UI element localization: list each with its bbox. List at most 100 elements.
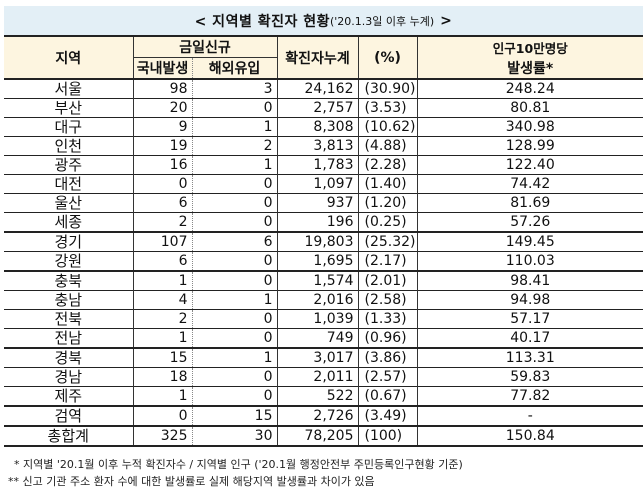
table-row: 대전 0 0 1,097 (1.40) 74.42 (4, 174, 643, 194)
cumulative-cell: 24,162 (276, 78, 358, 99)
table-row: 전북 2 0 1,039 (1.33) 57.17 (4, 309, 643, 329)
domestic-cell: 325 (132, 425, 193, 447)
domestic-cell: 1 (132, 328, 193, 348)
percent-cell: (1.20) (357, 193, 417, 213)
percent-cell: (3.53) (357, 98, 417, 118)
percent-cell: (100) (357, 425, 417, 447)
cumulative-cell: 78,205 (276, 425, 358, 447)
percent-cell: (2.01) (357, 270, 417, 291)
overseas-cell: 1 (192, 290, 277, 310)
cumulative-cell: 1,039 (276, 309, 358, 329)
rate-cell: 340.98 (416, 117, 643, 137)
region-cell: 대전 (4, 174, 133, 194)
region-cell: 울산 (4, 193, 133, 213)
table-row: 제주 1 0 522 (0.67) 77.82 (4, 386, 643, 406)
table-row: 대구 9 1 8,308 (10.62) 340.98 (4, 117, 643, 137)
domestic-cell: 1 (132, 386, 193, 406)
domestic-cell: 1 (132, 270, 193, 291)
domestic-cell: 98 (132, 78, 193, 99)
overseas-cell: 6 (192, 231, 277, 252)
cumulative-cell: 1,695 (276, 251, 358, 271)
table-row: 충남 4 1 2,016 (2.58) 94.98 (4, 290, 643, 310)
table-row: 경남 18 0 2,011 (2.57) 59.83 (4, 367, 643, 387)
rate-cell: 150.84 (416, 425, 643, 447)
region-cell: 부산 (4, 98, 133, 118)
overseas-cell: 15 (192, 405, 277, 426)
percent-cell: (10.62) (357, 117, 417, 137)
rate-cell: 59.83 (416, 367, 643, 387)
overseas-cell: 2 (192, 136, 277, 156)
domestic-cell: 0 (132, 405, 193, 426)
table-row: 서울 98 3 24,162 (30.90) 248.24 (4, 78, 643, 99)
table-row: 광주 16 1 1,783 (2.28) 122.40 (4, 155, 643, 175)
rate-cell: 122.40 (416, 155, 643, 175)
overseas-cell: 0 (192, 386, 277, 406)
overseas-cell: 0 (192, 212, 277, 232)
cumulative-cell: 3,813 (276, 136, 358, 156)
rate-cell: 98.41 (416, 270, 643, 291)
domestic-cell: 18 (132, 367, 193, 387)
domestic-cell: 4 (132, 290, 193, 310)
rate-cell: 110.03 (416, 251, 643, 271)
domestic-cell: 2 (132, 212, 193, 232)
region-cell: 인천 (4, 136, 133, 156)
percent-cell: (3.86) (357, 347, 417, 368)
percent-cell: (2.17) (357, 251, 417, 271)
overseas-cell: 0 (192, 251, 277, 271)
cumulative-cell: 1,574 (276, 270, 358, 291)
domestic-cell: 0 (132, 174, 193, 194)
cumulative-cell: 749 (276, 328, 358, 348)
cumulative-cell: 522 (276, 386, 358, 406)
header-domestic: 국내발생 (132, 57, 193, 80)
rate-cell: 128.99 (416, 136, 643, 156)
percent-cell: (0.96) (357, 328, 417, 348)
header-percent: (%) (357, 37, 418, 80)
table-row: 인천 19 2 3,813 (4.88) 128.99 (4, 136, 643, 156)
cumulative-cell: 8,308 (276, 117, 358, 137)
table-row: 세종 2 0 196 (0.25) 57.26 (4, 212, 643, 232)
overseas-cell: 0 (192, 174, 277, 194)
table-row: 경북 15 1 3,017 (3.86) 113.31 (4, 347, 643, 368)
percent-cell: (3.49) (357, 405, 417, 426)
rate-cell: - (416, 405, 643, 426)
domestic-cell: 19 (132, 136, 193, 156)
total-row: 총합계 325 30 78,205 (100) 150.84 (4, 425, 643, 447)
table-row: 강원 6 0 1,695 (2.17) 110.03 (4, 251, 643, 271)
table-row: 울산 6 0 937 (1.20) 81.69 (4, 193, 643, 213)
domestic-cell: 9 (132, 117, 193, 137)
overseas-cell: 30 (192, 425, 277, 447)
rate-cell: 248.24 (416, 78, 643, 99)
rate-cell: 74.42 (416, 174, 643, 194)
cumulative-cell: 19,803 (276, 231, 358, 252)
percent-cell: (0.25) (357, 212, 417, 232)
rate-cell: 57.17 (416, 309, 643, 329)
cumulative-cell: 1,783 (276, 155, 358, 175)
overseas-cell: 1 (192, 347, 277, 368)
cumulative-cell: 196 (276, 212, 358, 232)
cumulative-cell: 2,016 (276, 290, 358, 310)
region-cell: 광주 (4, 155, 133, 175)
region-cell: 경남 (4, 367, 133, 387)
region-cell: 경기 (4, 231, 133, 252)
rate-cell: 77.82 (416, 386, 643, 406)
region-cell: 총합계 (4, 425, 133, 447)
cumulative-cell: 2,011 (276, 367, 358, 387)
header-today-new: 금일신규 (132, 37, 278, 58)
cumulative-cell: 2,757 (276, 98, 358, 118)
percent-cell: (0.67) (357, 386, 417, 406)
header-region: 지역 (4, 37, 134, 80)
footnotes: * 지역별 '20.1월 이후 누적 확진자수 / 지역별 인구 ('20.1월… (8, 456, 463, 490)
percent-cell: (2.28) (357, 155, 417, 175)
rate-cell: 94.98 (416, 290, 643, 310)
rate-cell: 149.45 (416, 231, 643, 252)
domestic-cell: 20 (132, 98, 193, 118)
header-overseas: 해외유입 (192, 57, 278, 80)
overseas-cell: 1 (192, 155, 277, 175)
region-cell: 경북 (4, 347, 133, 368)
table-row: 부산 20 0 2,757 (3.53) 80.81 (4, 98, 643, 118)
region-cell: 서울 (4, 78, 133, 99)
rate-cell: 113.31 (416, 347, 643, 368)
overseas-cell: 0 (192, 328, 277, 348)
percent-cell: (4.88) (357, 136, 417, 156)
domestic-cell: 16 (132, 155, 193, 175)
